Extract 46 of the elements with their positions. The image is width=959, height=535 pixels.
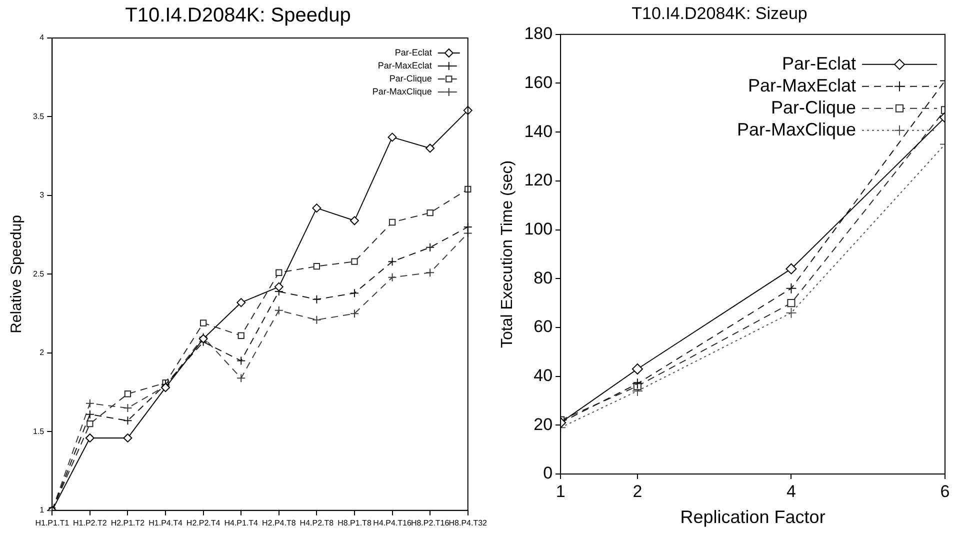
y-tick-label: 1.5	[32, 426, 45, 436]
y-tick-label: 1	[40, 506, 45, 515]
legend-label: Par-MaxEclat	[378, 60, 432, 70]
legend-label: Par-MaxEclat	[748, 75, 856, 96]
x-tick-label: H8.P2.T16	[410, 518, 450, 528]
x-tick-label: H1.P1.T1	[35, 518, 70, 528]
x-tick-label: H4.P1.T4	[224, 518, 259, 528]
y-tick-label: 80	[534, 268, 553, 288]
legend-label: Par-Clique	[389, 73, 432, 84]
y-tick-label: 40	[534, 366, 553, 385]
x-tick-label: H2.P2.T4	[186, 518, 221, 528]
y-axis-title: Total Execution Time (sec)	[499, 160, 516, 348]
y-tick-label: 3	[40, 190, 45, 200]
y-tick-label: 160	[524, 72, 553, 92]
x-tick-label: H8.P1.T8	[338, 518, 372, 528]
y-axis-title: Relative Speedup	[8, 214, 26, 334]
x-tick-label: 1	[556, 482, 566, 501]
y-tick-label: 3.5	[32, 112, 45, 121]
y-tick-label: 20	[534, 414, 553, 434]
legend-label: Par-Eclat	[782, 53, 856, 74]
legend-label: Par-Eclat	[394, 47, 432, 58]
x-axis-title: Replication Factor	[680, 507, 826, 528]
x-tick-label: H4.P4.T16	[373, 518, 412, 528]
y-tick-label: 180	[524, 24, 553, 44]
x-tick-label: H2.P1.T2	[110, 518, 146, 528]
y-tick-label: 100	[524, 219, 553, 238]
legend-label: Par-Clique	[770, 97, 856, 118]
y-tick-label: 0	[543, 464, 553, 483]
x-tick-label: H8.P4.T32	[448, 518, 488, 528]
chart-title: T10.I4.D2084K: Sizeup	[632, 4, 808, 23]
x-tick-label: H2.P4.T8	[262, 518, 296, 528]
chart-title: T10.I4.D2084K: Speedup	[125, 4, 351, 27]
x-tick-label: H1.P2.T2	[73, 518, 108, 528]
y-tick-label: 120	[524, 170, 553, 190]
y-tick-label: 4	[40, 33, 45, 42]
y-tick-label: 140	[524, 122, 553, 141]
x-tick-label: 2	[632, 482, 642, 501]
y-tick-label: 60	[534, 317, 553, 336]
legend-label: Par-MaxClique	[736, 119, 856, 140]
x-tick-label: H1.P4.T4	[148, 518, 183, 528]
legend-label: Par-MaxClique	[372, 86, 432, 96]
y-tick-label: 2.5	[32, 269, 45, 278]
y-tick-label: 2	[40, 348, 45, 358]
x-tick-label: 6	[940, 482, 950, 501]
x-tick-label: H4.P2.T8	[300, 518, 334, 528]
x-tick-label: 4	[786, 482, 796, 501]
